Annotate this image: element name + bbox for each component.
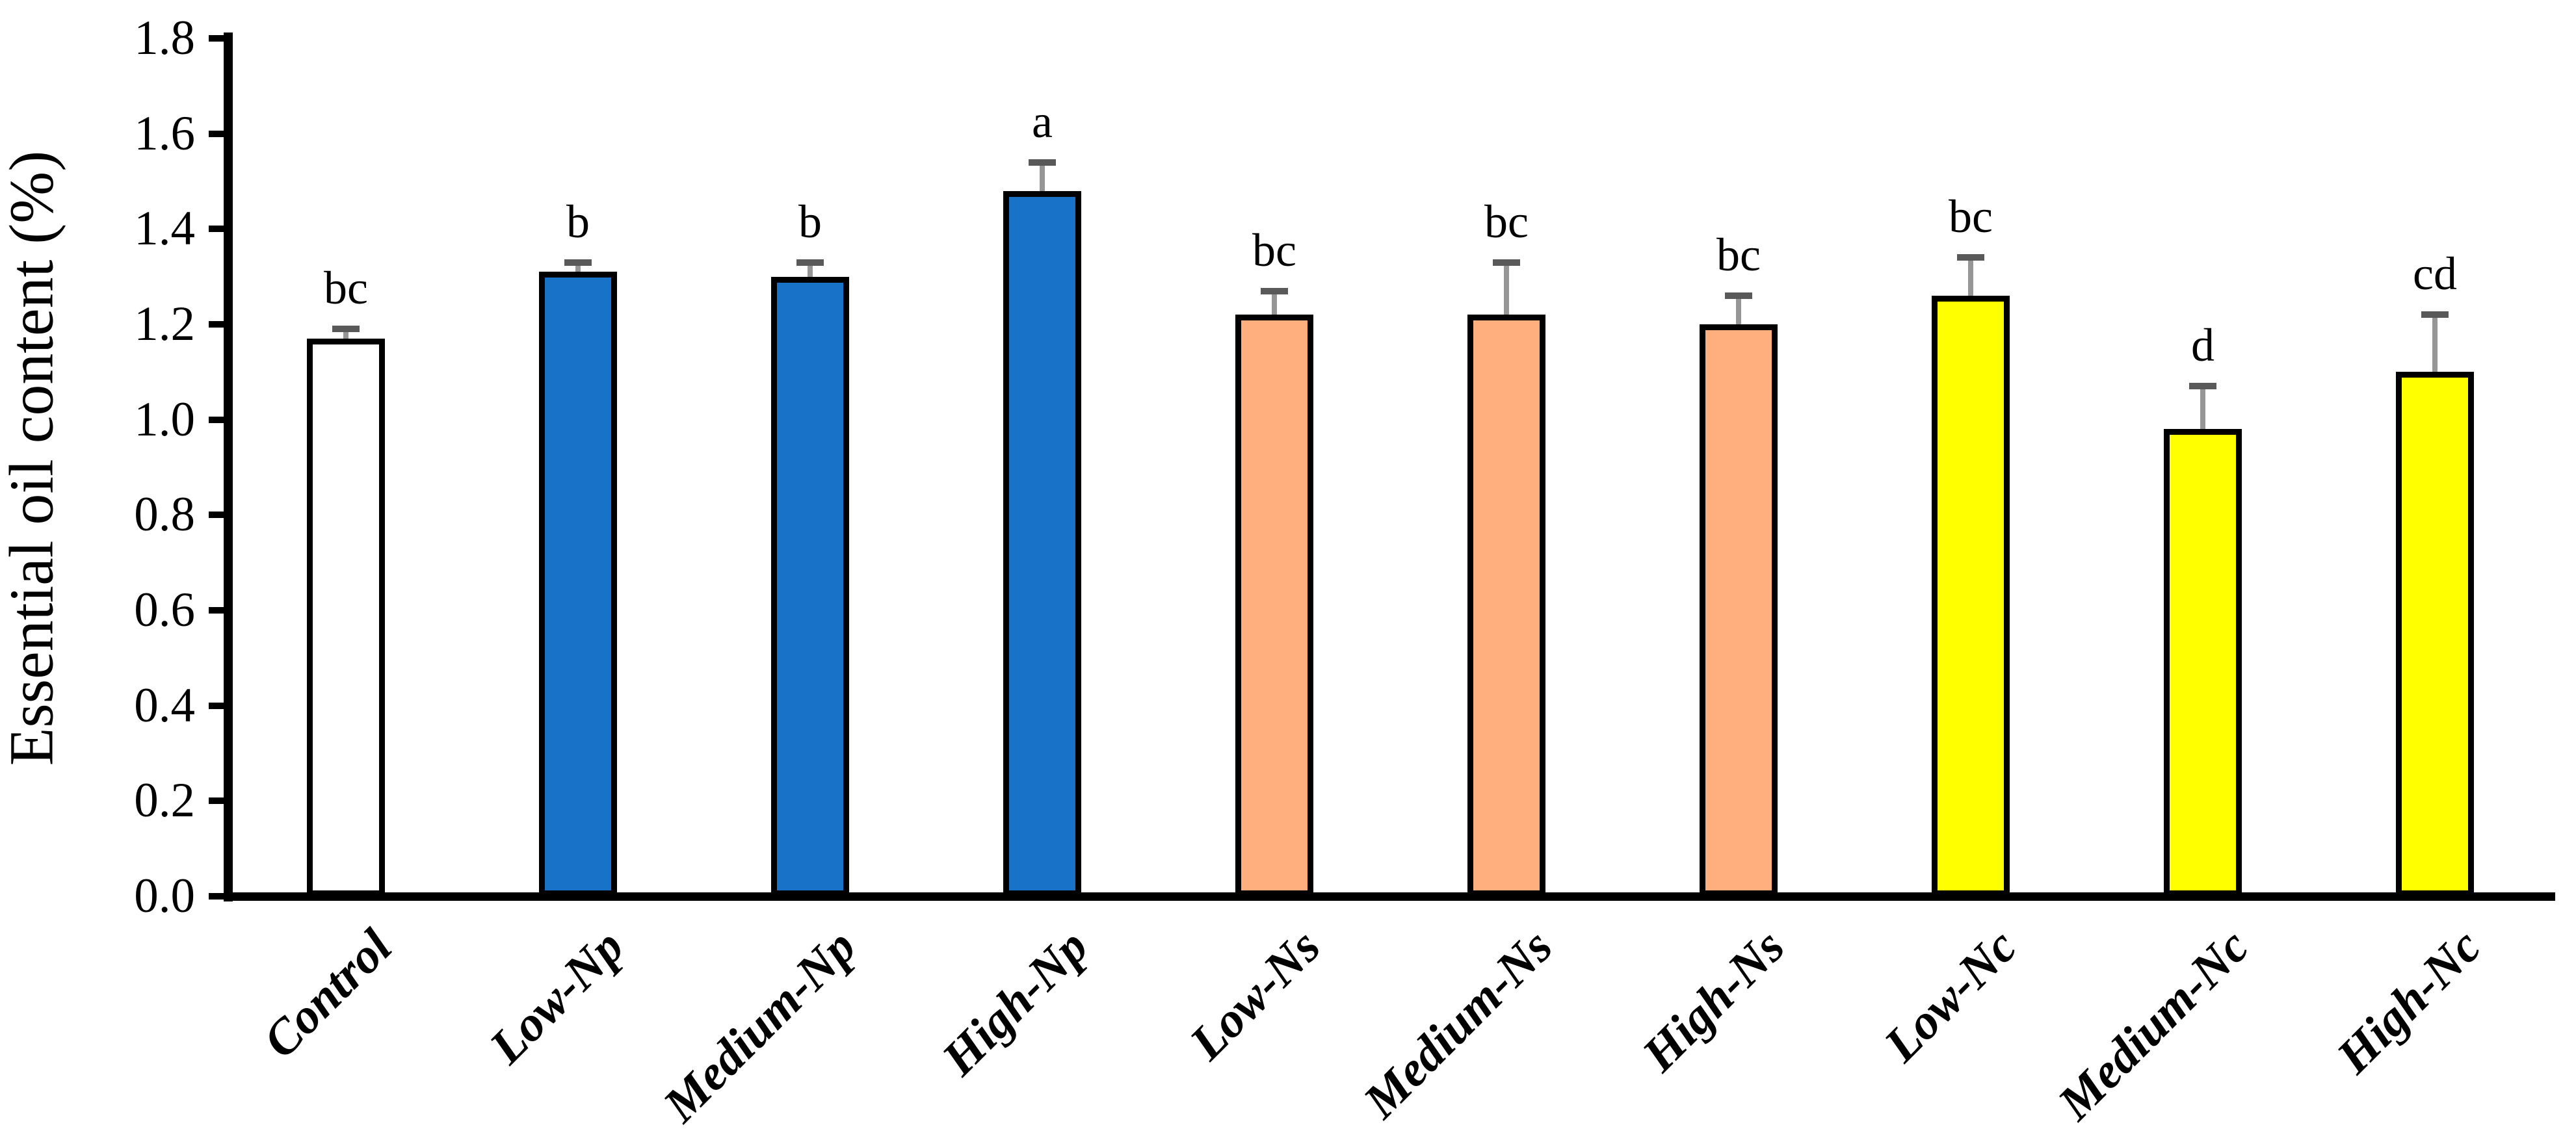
y-tick-label: 0.8 <box>134 487 195 542</box>
error-bar-cap <box>1261 287 1288 294</box>
y-axis-line <box>224 32 233 901</box>
y-tick-label: 0.2 <box>134 773 195 828</box>
y-tick-label: 1.8 <box>134 11 195 65</box>
error-bar-line <box>1272 291 1277 323</box>
y-tick-mark <box>209 35 224 42</box>
y-tick-mark <box>209 893 224 900</box>
y-tick-label: 1.4 <box>134 201 195 256</box>
bar <box>1235 315 1313 896</box>
y-tick-mark <box>209 512 224 519</box>
sig-letter: bc <box>1716 229 1761 281</box>
bar <box>539 272 617 896</box>
error-bar-cap <box>796 259 824 266</box>
error-bar-line <box>575 262 581 280</box>
error-bar-cap <box>1029 159 1056 166</box>
error-bar-cap <box>332 326 360 333</box>
y-tick-label: 0.0 <box>134 869 195 923</box>
error-bar-line <box>1040 162 1045 199</box>
error-bar-cap <box>1493 259 1520 266</box>
y-tick-label: 1.6 <box>134 106 195 161</box>
bar <box>2396 372 2474 896</box>
y-tick-label: 0.4 <box>134 678 195 732</box>
bar <box>1700 324 1778 896</box>
sig-letter: bc <box>1252 224 1296 276</box>
error-bar-line <box>1504 262 1509 323</box>
y-tick-mark <box>209 797 224 805</box>
bar <box>307 339 385 896</box>
y-tick-label: 0.6 <box>134 583 195 637</box>
bar <box>1003 190 1081 896</box>
y-tick-label: 1.0 <box>134 392 195 447</box>
bar <box>1932 296 2010 896</box>
error-bar-line <box>1736 296 1741 332</box>
sig-letter: b <box>798 195 822 248</box>
y-tick-mark <box>209 702 224 709</box>
sig-letter: bc <box>324 262 368 315</box>
sig-letter: bc <box>1949 190 1993 243</box>
sig-letter: d <box>2191 319 2215 372</box>
error-bar-cap <box>1725 292 1752 299</box>
sig-letter: cd <box>2413 248 2457 300</box>
bar <box>2164 429 2242 896</box>
error-bar-line <box>1968 257 1973 304</box>
y-tick-mark <box>209 416 224 423</box>
error-bar-cap <box>2189 383 2216 390</box>
error-bar-line <box>2200 386 2205 437</box>
y-tick-label: 1.2 <box>134 297 195 351</box>
sig-letter: bc <box>1484 195 1529 248</box>
error-bar-line <box>2432 315 2438 380</box>
bar <box>1467 315 1545 896</box>
y-tick-mark <box>209 321 224 328</box>
error-bar-line <box>343 329 348 346</box>
bar <box>771 276 849 896</box>
y-tick-mark <box>209 607 224 614</box>
error-bar-line <box>808 262 813 285</box>
error-bar-cap <box>564 259 592 266</box>
error-bar-cap <box>1957 254 1984 261</box>
sig-letter: b <box>566 195 590 248</box>
y-tick-mark <box>209 226 224 233</box>
x-tick-label: Control <box>252 919 402 1069</box>
error-bar-cap <box>2421 311 2449 318</box>
y-tick-mark <box>209 130 224 137</box>
sig-letter: a <box>1032 95 1053 148</box>
